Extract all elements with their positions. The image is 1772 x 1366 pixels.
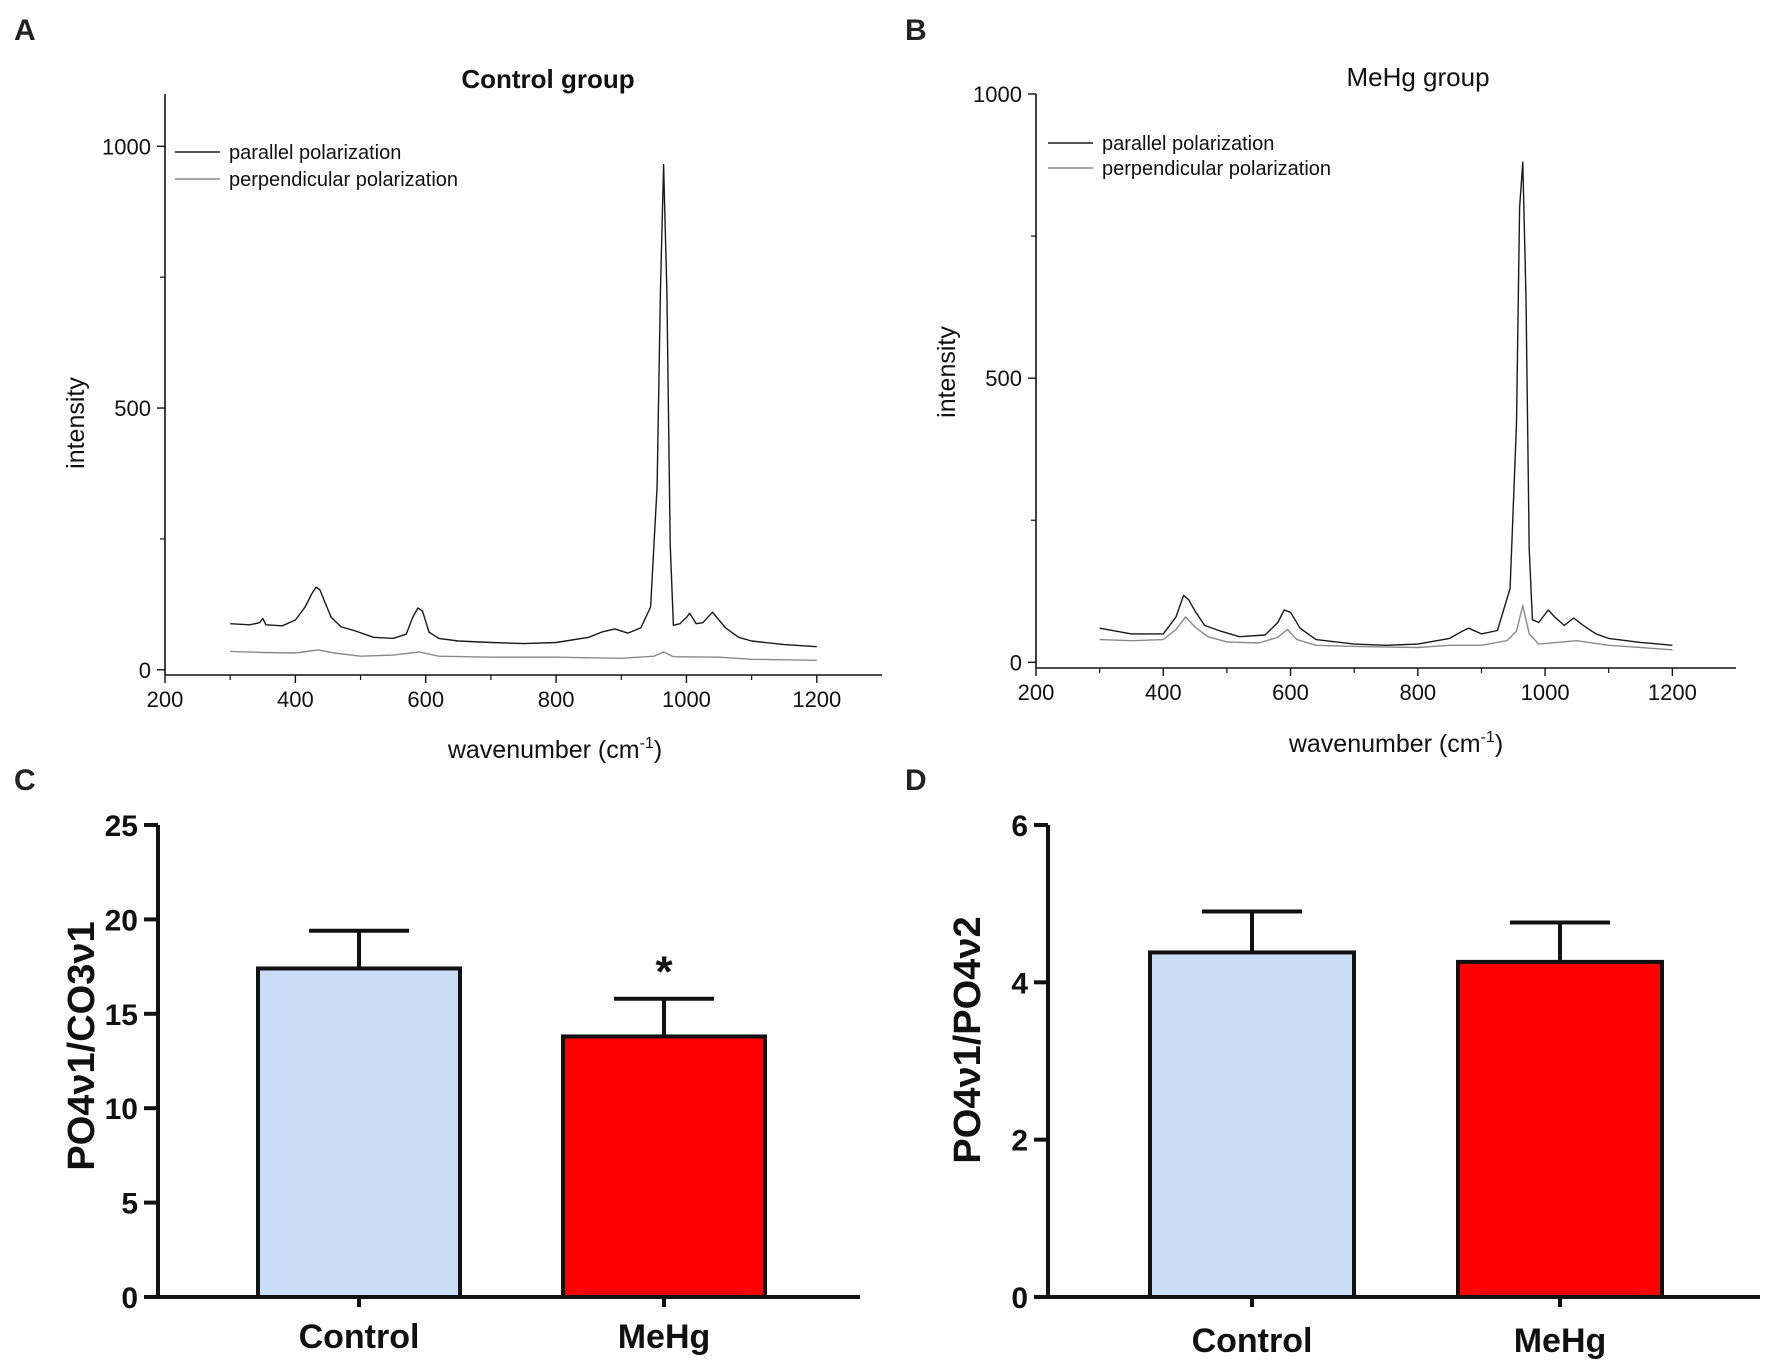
y-tick-label: 2 (1011, 1125, 1028, 1158)
y-tick-label: 0 (1010, 650, 1022, 675)
axes-control: 200 400 600 800 1000 1200 0 500 1000 (102, 94, 882, 712)
category-label-control: Control (299, 1318, 420, 1356)
y-tick-label: 500 (985, 366, 1022, 391)
legend-mehg: parallel polarization perpendicular pola… (1048, 133, 1331, 180)
y-tick-label: 4 (1011, 967, 1028, 1000)
x-tick-label: 400 (1145, 680, 1182, 705)
x-axis-label-control: wavenumber (cm-1) (447, 735, 662, 764)
panel-letter-d: D (905, 764, 927, 797)
bar-marks-po4-ratio (1148, 909, 1664, 1299)
y-tick-label: 1000 (973, 82, 1022, 107)
panel-letter-b: B (905, 14, 927, 47)
bar-marks-co3-ratio: * (256, 928, 767, 1300)
x-axis-label-text: wavenumber (cm (1288, 730, 1481, 758)
x-axis-label-sup: -1 (1481, 729, 1495, 746)
series-line-perpendicular-mehg (1099, 604, 1673, 651)
y-tick-label: 1000 (102, 134, 151, 159)
legend-label-perpendicular: perpendicular polarization (229, 169, 458, 191)
panel-letter-c: C (14, 764, 36, 797)
category-label-control: Control (1192, 1322, 1313, 1360)
bar-mehg (561, 1034, 767, 1300)
bar-control (256, 966, 462, 1299)
y-tick-label: 6 (1011, 810, 1028, 843)
x-axis-label-close: ) (654, 736, 662, 764)
x-axis-label-text: wavenumber (cm (447, 736, 640, 764)
x-tick-label: 1000 (1521, 680, 1570, 705)
spectrum-marks-control (230, 163, 817, 661)
category-label-mehg: MeHg (1514, 1322, 1607, 1360)
y-axis-label-control: intensity (62, 377, 90, 469)
y-tick-label: 25 (105, 810, 138, 843)
y-axis-label-po4-ratio: PO4ν1/PO4ν2 (947, 916, 989, 1163)
chart-title-control: Control group (461, 64, 634, 94)
y-axis-label-mehg: intensity (933, 326, 961, 418)
y-tick-label: 20 (105, 904, 138, 937)
series-line-parallel-mehg (1099, 161, 1673, 646)
bar-control (1148, 950, 1356, 1299)
axes-mehg: 200 400 600 800 1000 1200 0 500 1000 (973, 82, 1736, 705)
y-tick-label: 0 (1011, 1282, 1028, 1315)
legend-label-parallel: parallel polarization (229, 142, 401, 164)
x-tick-label: 400 (277, 687, 314, 712)
x-tick-label: 800 (1399, 680, 1436, 705)
category-label-mehg: MeHg (618, 1318, 711, 1356)
bar-chart-po4-ratio: Control MeHg 0 2 4 6 PO4ν1/PO4ν2 (947, 810, 1760, 1360)
x-axis-label-close: ) (1495, 730, 1503, 758)
axes-co3-ratio: Control MeHg 0 5 10 15 20 25 (105, 810, 860, 1356)
legend-label-perpendicular: perpendicular polarization (1102, 158, 1331, 180)
legend-label-parallel: parallel polarization (1102, 133, 1274, 155)
series-line-parallel-control (230, 163, 817, 648)
y-tick-label: 0 (121, 1282, 138, 1315)
y-tick-label: 5 (121, 1188, 138, 1221)
legend-control: parallel polarization perpendicular pola… (175, 142, 458, 191)
bar-chart-co3-ratio: Control MeHg 0 5 10 15 20 25 * PO4ν1/CO3ν1 (61, 810, 860, 1356)
significance-marker: * (655, 948, 673, 997)
y-tick-label: 0 (139, 658, 151, 683)
y-tick-label: 10 (105, 1093, 138, 1126)
axes-po4-ratio: Control MeHg 0 2 4 6 (1011, 810, 1760, 1360)
x-tick-label: 800 (538, 687, 575, 712)
y-tick-label: 15 (105, 999, 138, 1032)
x-tick-label: 1200 (792, 687, 841, 712)
x-tick-label: 1200 (1648, 680, 1697, 705)
y-tick-label: 500 (114, 396, 151, 421)
chart-title-mehg: MeHg group (1346, 62, 1489, 92)
x-tick-label: 200 (147, 687, 184, 712)
spectrum-chart-control: Control group 200 400 600 800 1000 1200 0 500 10… (62, 64, 882, 764)
x-tick-label: 200 (1018, 680, 1055, 705)
x-tick-label: 600 (1272, 680, 1309, 705)
spectrum-marks-mehg (1099, 161, 1673, 651)
bar-mehg (1456, 959, 1664, 1299)
x-tick-label: 600 (407, 687, 444, 712)
y-axis-label-co3-ratio: PO4ν1/CO3ν1 (61, 921, 103, 1170)
x-axis-label-sup: -1 (640, 735, 654, 752)
x-axis-label-mehg: wavenumber (cm-1) (1288, 729, 1503, 758)
panel-letter-a: A (14, 14, 36, 47)
x-tick-label: 1000 (662, 687, 711, 712)
series-line-perpendicular-control (230, 649, 817, 661)
spectrum-chart-mehg: MeHg group 200 400 600 800 1000 120005001000 … (933, 62, 1736, 758)
